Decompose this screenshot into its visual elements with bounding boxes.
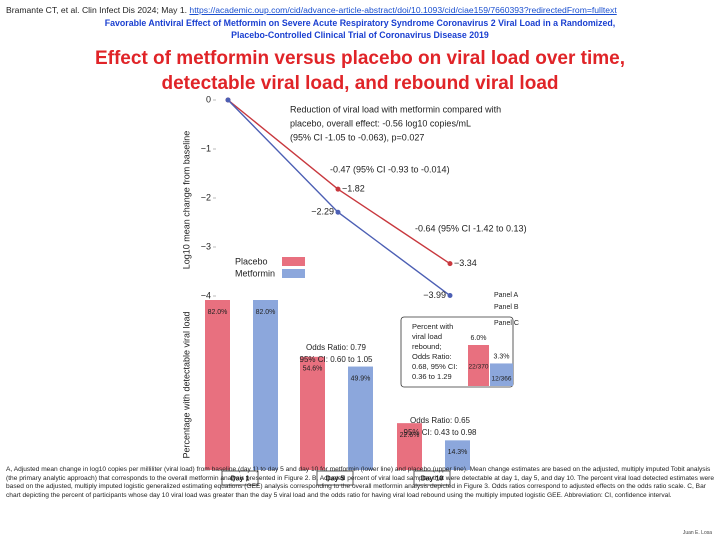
annotation: Odds Ratio: 0.65 bbox=[410, 416, 471, 425]
data-label: 3.3% bbox=[494, 353, 510, 360]
y-tick-label: −4 bbox=[201, 290, 211, 300]
annotation: -0.47 (95% CI -0.93 to -0.014) bbox=[330, 164, 450, 174]
annotation: Odds Ratio: 0.79 bbox=[306, 343, 367, 352]
bar bbox=[205, 300, 230, 470]
bar bbox=[253, 300, 278, 470]
inset-title: 0.36 to 1.29 bbox=[412, 372, 452, 381]
bar-text: 22/370 bbox=[469, 364, 489, 371]
data-label: 14.3% bbox=[448, 449, 468, 456]
data-label: 22.6% bbox=[400, 432, 420, 439]
article-title-line: Placebo-Controlled Clinical Trial of Cor… bbox=[231, 30, 489, 40]
annotation: 95% CI: 0.60 to 1.05 bbox=[300, 355, 373, 364]
category-box bbox=[221, 470, 259, 486]
legend-swatch bbox=[282, 269, 305, 278]
article-title-line: Favorable Antiviral Effect of Metformin … bbox=[104, 18, 616, 28]
category-box bbox=[413, 470, 451, 486]
slide-title-line: detectable viral load, and rebound viral… bbox=[161, 73, 559, 94]
inset-title: 0.68, 95% CI: bbox=[412, 362, 457, 371]
figure-caption: A, Adjusted mean change in log10 copies … bbox=[6, 466, 714, 499]
legend-label: Metformin bbox=[235, 268, 275, 278]
data-label: 82.0% bbox=[256, 309, 276, 316]
x-tick-label: Day 5 bbox=[326, 475, 345, 482]
slide-title: Effect of metformin versus placebo on vi… bbox=[0, 46, 720, 96]
citation-line: Bramante CT, et al. Clin Infect Dis 2024… bbox=[6, 5, 617, 15]
data-label: −2.29 bbox=[311, 207, 334, 217]
article-link[interactable]: https://academic.oup.com/cid/advance-art… bbox=[189, 5, 617, 15]
panel-label: Panel B bbox=[494, 304, 519, 311]
data-label: 54.6% bbox=[303, 366, 323, 373]
y-tick-label: −1 bbox=[201, 143, 211, 153]
bar bbox=[445, 440, 470, 470]
article-title: Favorable Antiviral Effect of Metformin … bbox=[0, 17, 720, 41]
credit: Juan E. Losa bbox=[682, 530, 712, 536]
bar bbox=[348, 366, 373, 470]
data-label: 6.0% bbox=[471, 335, 487, 342]
data-label: −3.34 bbox=[454, 258, 477, 268]
panel-label: Panel C bbox=[494, 320, 519, 327]
annotation: -0.64 (95% CI -1.42 to 0.13) bbox=[415, 223, 527, 233]
panel-label: Panel A bbox=[494, 292, 518, 299]
x-tick-label: Day 1 bbox=[231, 475, 250, 482]
y-tick-label: −3 bbox=[201, 241, 211, 251]
legend-swatch bbox=[282, 257, 305, 266]
data-label: −3.99 bbox=[423, 290, 446, 300]
data-label: 82.0% bbox=[208, 309, 228, 316]
bar bbox=[490, 363, 513, 386]
y-axis-label: Percentage with detectable viral load bbox=[181, 311, 191, 458]
annotation: 95% CI: 0.43 to 0.98 bbox=[404, 428, 477, 437]
x-tick-label: Day 10 bbox=[421, 475, 444, 482]
inset-title: viral load bbox=[412, 332, 442, 341]
inset-title: Odds Ratio: bbox=[412, 352, 452, 361]
bar bbox=[300, 356, 325, 470]
bar-text: 12/366 bbox=[492, 376, 512, 383]
legend-label: Placebo bbox=[235, 256, 268, 266]
bar bbox=[468, 345, 489, 386]
data-label: −1.82 bbox=[342, 184, 365, 194]
citation: Bramante CT, et al. Clin Infect Dis 2024… bbox=[6, 5, 188, 15]
y-tick-label: −2 bbox=[201, 192, 211, 202]
data-point bbox=[447, 293, 453, 299]
data-point bbox=[335, 186, 341, 192]
data-label: 49.9% bbox=[351, 375, 371, 382]
annotation: placebo, overall effect: -0.56 log10 cop… bbox=[290, 118, 471, 128]
y-axis-label: Log10 mean change from baseline bbox=[181, 131, 191, 270]
y-tick-label: 0 bbox=[206, 94, 211, 104]
annotation: (95% CI -1.05 to -0.063), p=0.027 bbox=[290, 132, 424, 142]
slide-title-line: Effect of metformin versus placebo on vi… bbox=[94, 48, 626, 69]
annotation: Reduction of viral load with metformin c… bbox=[290, 104, 501, 114]
inset-title: rebound; bbox=[412, 342, 442, 351]
data-point bbox=[225, 97, 231, 103]
category-box bbox=[316, 470, 354, 486]
data-point bbox=[335, 209, 341, 215]
inset-title: Percent with bbox=[412, 322, 453, 331]
bar bbox=[397, 423, 422, 470]
data-point bbox=[447, 261, 453, 267]
